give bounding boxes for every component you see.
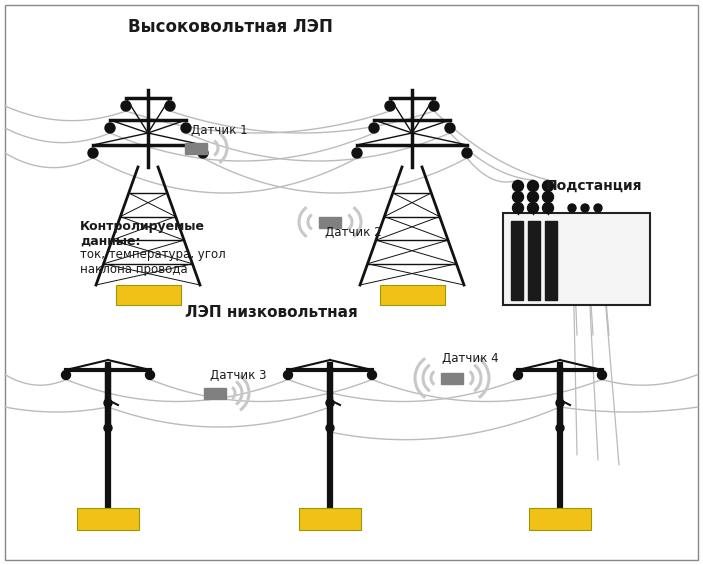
Text: ток, температура, угол
наклона провода: ток, температура, угол наклона провода bbox=[80, 248, 226, 276]
Circle shape bbox=[352, 148, 362, 158]
Circle shape bbox=[556, 399, 564, 407]
Polygon shape bbox=[528, 221, 540, 300]
Polygon shape bbox=[319, 216, 341, 228]
Circle shape bbox=[105, 123, 115, 133]
Circle shape bbox=[283, 371, 292, 380]
Circle shape bbox=[61, 371, 70, 380]
Circle shape bbox=[527, 192, 538, 202]
Circle shape bbox=[512, 180, 524, 192]
Circle shape bbox=[385, 101, 395, 111]
Circle shape bbox=[88, 148, 98, 158]
Circle shape bbox=[104, 424, 112, 432]
Circle shape bbox=[368, 371, 377, 380]
Polygon shape bbox=[299, 508, 361, 530]
Circle shape bbox=[462, 148, 472, 158]
Circle shape bbox=[326, 399, 334, 407]
Circle shape bbox=[543, 192, 553, 202]
Circle shape bbox=[543, 202, 553, 214]
Circle shape bbox=[165, 101, 175, 111]
Circle shape bbox=[369, 123, 379, 133]
Text: Датчик 3: Датчик 3 bbox=[210, 369, 266, 382]
Polygon shape bbox=[545, 221, 557, 300]
Polygon shape bbox=[441, 372, 463, 384]
Circle shape bbox=[198, 148, 208, 158]
Text: Датчик 4: Датчик 4 bbox=[442, 352, 498, 365]
Circle shape bbox=[181, 123, 191, 133]
Polygon shape bbox=[503, 213, 650, 305]
Text: Датчик 1: Датчик 1 bbox=[191, 124, 247, 137]
Circle shape bbox=[598, 371, 607, 380]
Circle shape bbox=[512, 192, 524, 202]
Circle shape bbox=[556, 424, 564, 432]
Circle shape bbox=[527, 180, 538, 192]
Circle shape bbox=[527, 202, 538, 214]
Polygon shape bbox=[77, 508, 139, 530]
Circle shape bbox=[568, 204, 576, 212]
Text: Контролируемые
данные:: Контролируемые данные: bbox=[80, 220, 205, 248]
Polygon shape bbox=[185, 142, 207, 154]
Circle shape bbox=[146, 371, 155, 380]
Polygon shape bbox=[204, 388, 226, 398]
Circle shape bbox=[121, 101, 131, 111]
Circle shape bbox=[543, 180, 553, 192]
Polygon shape bbox=[380, 285, 444, 305]
Polygon shape bbox=[115, 285, 181, 305]
Text: ЛЭП низковольтная: ЛЭП низковольтная bbox=[185, 305, 358, 320]
Text: Датчик 2: Датчик 2 bbox=[325, 226, 382, 239]
Polygon shape bbox=[511, 221, 523, 300]
Circle shape bbox=[594, 204, 602, 212]
Circle shape bbox=[512, 202, 524, 214]
Circle shape bbox=[513, 371, 522, 380]
Circle shape bbox=[104, 399, 112, 407]
Circle shape bbox=[581, 204, 589, 212]
Polygon shape bbox=[529, 508, 591, 530]
Circle shape bbox=[429, 101, 439, 111]
Text: Высоковольтная ЛЭП: Высоковольтная ЛЭП bbox=[127, 18, 333, 36]
Text: Подстанция: Подстанция bbox=[546, 179, 643, 193]
Circle shape bbox=[326, 424, 334, 432]
Circle shape bbox=[445, 123, 455, 133]
